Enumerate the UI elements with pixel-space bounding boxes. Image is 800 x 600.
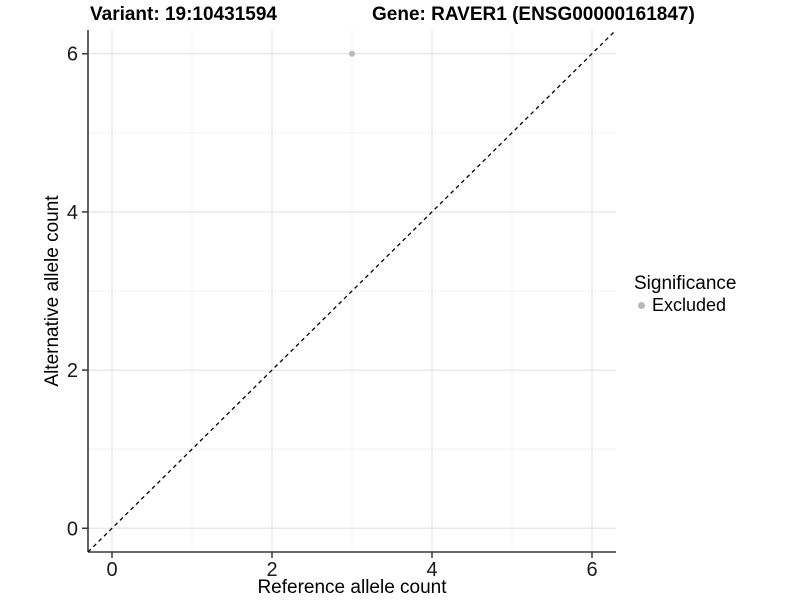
y-tick-label: 6 <box>67 44 78 66</box>
y-tick-label: 4 <box>67 202 78 224</box>
x-tick-label: 6 <box>586 559 597 581</box>
legend-title: Significance <box>634 273 737 294</box>
y-tick-label: 2 <box>67 360 78 382</box>
identity-dashed-line <box>87 29 617 553</box>
x-axis-title: Reference allele count <box>257 577 447 598</box>
legend-item-label: Excluded <box>652 295 727 315</box>
x-tick-label: 0 <box>106 559 117 581</box>
legend: Significance Excluded <box>634 273 736 316</box>
y-tick-label: 0 <box>67 518 78 540</box>
x-tick-label: 2 <box>266 559 277 581</box>
legend-item-excluded: Excluded <box>634 295 736 316</box>
data-point <box>349 50 355 57</box>
y-axis-title: Alternative allele count <box>42 195 63 387</box>
plot-title-gene: Gene: RAVER1 (ENSG00000161847) <box>372 4 695 25</box>
plot-title-variant: Variant: 19:10431594 <box>90 4 277 25</box>
circle-icon <box>638 302 645 309</box>
x-tick-label: 4 <box>426 559 437 581</box>
